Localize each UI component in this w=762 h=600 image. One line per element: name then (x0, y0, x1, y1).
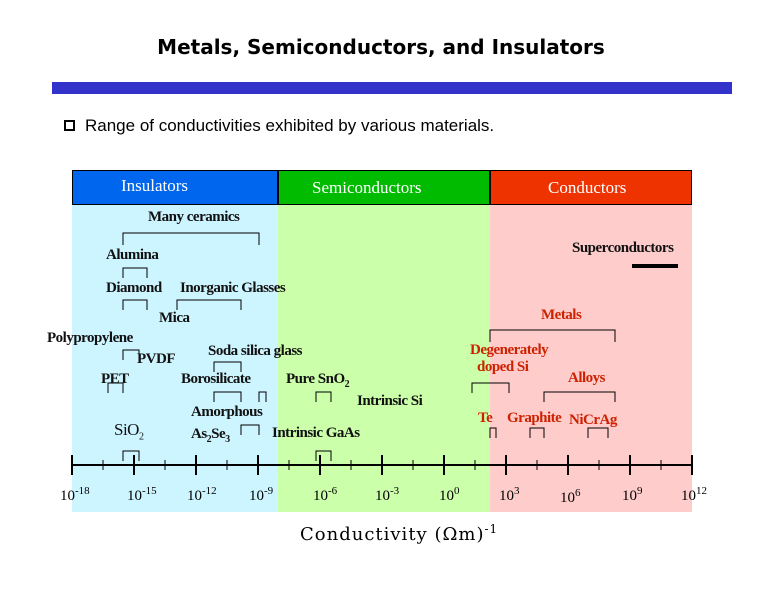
label-nicrag: NiCrAg (569, 412, 617, 428)
title-underline-bar (52, 82, 732, 94)
label-diamond: Diamond (106, 280, 162, 296)
tick-label: 109 (622, 485, 643, 504)
axis-label: Conductivity (Ωm)-1 (300, 522, 499, 545)
label-superconductors: Superconductors (572, 240, 674, 256)
insulators-band (72, 205, 278, 512)
conductors-band (490, 205, 692, 512)
conductors-header-label: Conductors (548, 178, 627, 197)
label-intrinsic-gaas: Intrinsic GaAs (272, 425, 360, 441)
label-many-ceramics: Many ceramics (148, 209, 240, 225)
tick-label: 10-6 (313, 485, 338, 504)
tick-label: 100 (439, 485, 460, 504)
label-inorganic-glasses: Inorganic Glasses (180, 280, 286, 296)
bullet-text: Range of conductivities exhibited by var… (85, 116, 495, 135)
label-sio2: SiO2 (114, 420, 144, 443)
label-alloys: Alloys (568, 370, 606, 386)
page-title: Metals, Semiconductors, and Insulators (157, 35, 605, 59)
label-borosilicate: Borosilicate (181, 371, 251, 387)
label-pet: PET (101, 371, 129, 387)
label-intrinsic-si: Intrinsic Si (357, 393, 423, 409)
tick-label: 10-3 (375, 485, 400, 504)
label-metals: Metals (541, 307, 582, 323)
tick-label: 103 (499, 485, 520, 504)
label-pure-sno2: Pure SnO2 (286, 371, 350, 390)
label-as2se3: As2Se3 (191, 426, 230, 445)
label-doped-si: doped Si (477, 359, 529, 375)
conductors-header (490, 170, 692, 205)
label-soda-silica-glass: Soda silica glass (208, 343, 303, 359)
tick-label: 10-12 (187, 485, 217, 504)
tick-label: 10-18 (60, 485, 90, 504)
insulators-header (72, 170, 278, 205)
label-amorphous: Amorphous (191, 404, 263, 420)
semiconductors-header-label: Semiconductors (312, 178, 422, 197)
insulators-header-label: Insulators (121, 176, 189, 195)
tick-label: 10-15 (127, 485, 157, 504)
label-alumina: Alumina (106, 247, 159, 263)
checkbox-bullet-icon (64, 120, 75, 131)
label-polypropylene: Polypropylene (47, 330, 133, 346)
tick-label: 106 (560, 487, 581, 506)
label-te: Te (478, 410, 493, 426)
tick-label: 10-9 (249, 485, 274, 504)
semiconductors-band (278, 205, 490, 512)
label-degenerately: Degenerately (470, 342, 549, 358)
label-mica: Mica (159, 310, 190, 326)
label-pvdf: PVDF (137, 351, 176, 367)
semiconductors-header (278, 170, 490, 205)
label-graphite: Graphite (507, 410, 562, 426)
bullet-point: Range of conductivities exhibited by var… (64, 116, 494, 136)
tick-label: 1012 (681, 485, 707, 504)
